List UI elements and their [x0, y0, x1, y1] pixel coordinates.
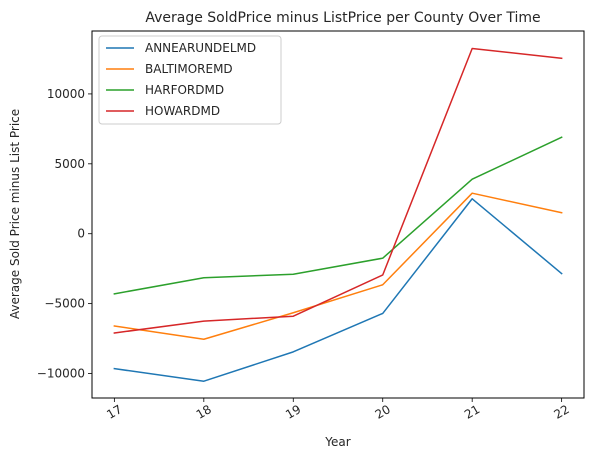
legend: ANNEARUNDELMD BALTIMOREMD HARFORDMD HOWARDM…: [98, 35, 282, 125]
x-tick-label: 22: [552, 402, 572, 422]
series-line-baltimoremd: [113, 192, 563, 341]
series-line-annearundelmd: [113, 198, 563, 382]
x-tick-label: 18: [194, 402, 214, 422]
series-line-howardmd: [113, 47, 563, 334]
legend-entry-annearundelmd: ANNEARUNDELMD: [145, 41, 256, 55]
x-tick-label: 19: [283, 402, 303, 422]
y-axis-label: Average Sold Price minus List Price: [8, 109, 22, 319]
plot-frame: [91, 30, 585, 399]
y-tick-label: 10000: [47, 87, 85, 101]
y-tick-label: 0: [77, 227, 85, 241]
chart-title: Average SoldPrice minus ListPrice per Co…: [145, 10, 540, 26]
legend-box: [98, 35, 282, 125]
y-axis: −10000 −5000 0 5000 10000: [37, 87, 92, 381]
series-line-harfordmd: [113, 136, 563, 295]
y-tick-label: 5000: [54, 157, 85, 171]
x-tick-label: 17: [104, 402, 124, 422]
x-tick-label: 20: [373, 402, 393, 422]
x-axis: 17 18 19 20 21 22: [104, 398, 572, 422]
y-tick-label: −10000: [37, 367, 85, 381]
series-layer: [113, 47, 563, 382]
legend-entry-baltimoremd: BALTIMOREMD: [145, 62, 233, 76]
y-tick-label: −5000: [44, 297, 85, 311]
x-axis-label: Year: [324, 435, 350, 449]
legend-entry-harfordmd: HARFORDMD: [145, 83, 224, 97]
legend-entry-howardmd: HOWARDMD: [145, 104, 220, 118]
x-tick-label: 21: [462, 402, 482, 422]
